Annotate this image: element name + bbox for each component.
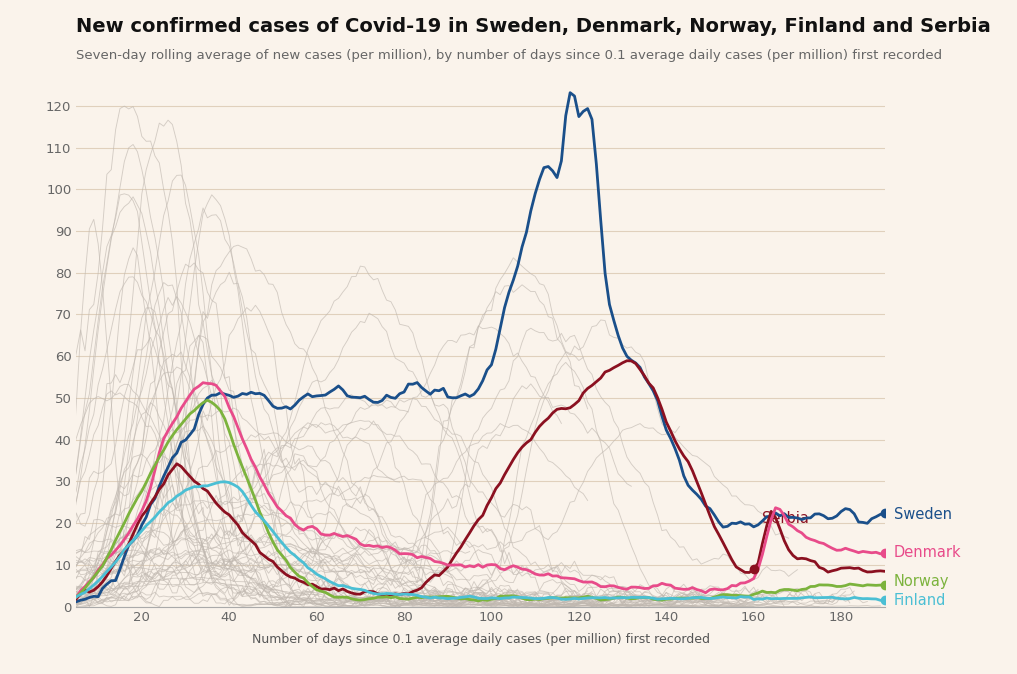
Text: Serbia: Serbia (763, 512, 810, 526)
Text: New confirmed cases of Covid-19 in Sweden, Denmark, Norway, Finland and Serbia: New confirmed cases of Covid-19 in Swede… (76, 17, 991, 36)
X-axis label: Number of days since 0.1 average daily cases (per million) first recorded: Number of days since 0.1 average daily c… (251, 633, 710, 646)
Text: Sweden: Sweden (894, 508, 952, 522)
Text: Norway: Norway (894, 574, 949, 589)
Text: Seven-day rolling average of new cases (per million), by number of days since 0.: Seven-day rolling average of new cases (… (76, 49, 943, 61)
Text: Finland: Finland (894, 593, 946, 608)
Text: Denmark: Denmark (894, 545, 961, 560)
